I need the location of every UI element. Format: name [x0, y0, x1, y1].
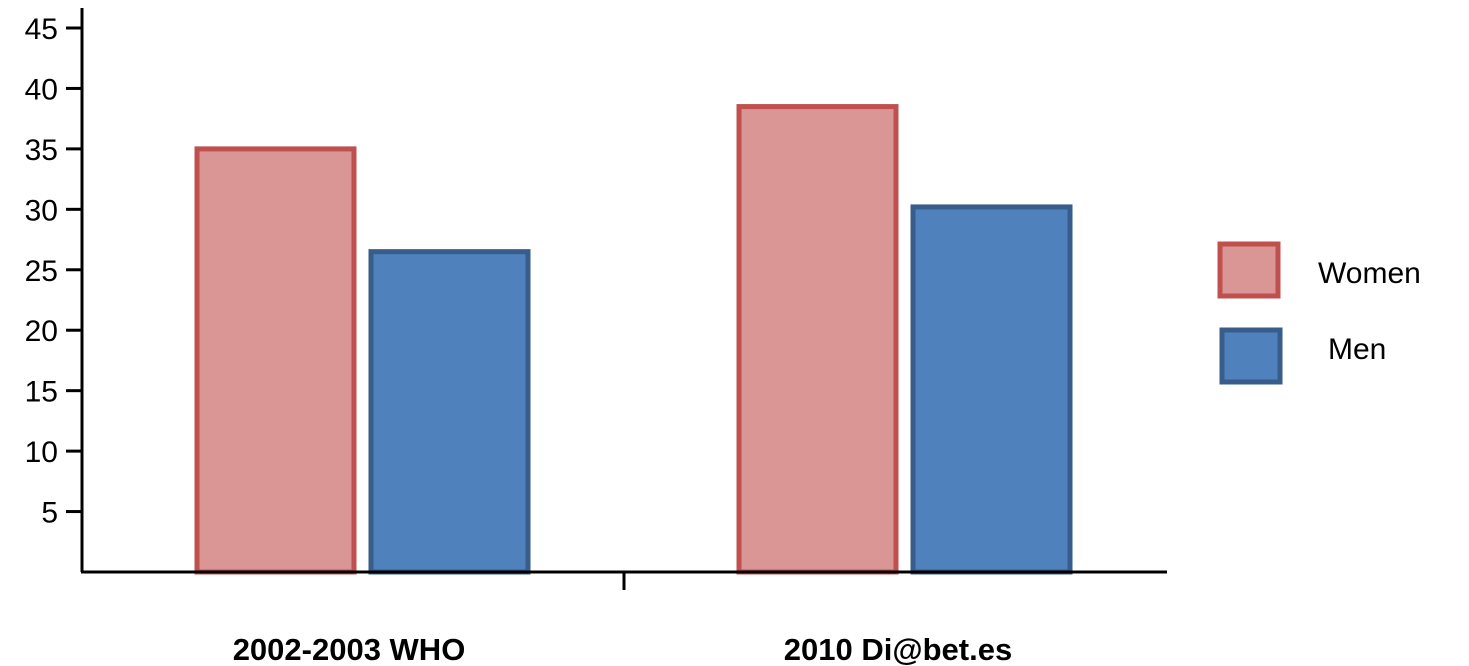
- y-axis-ticks: 5 10 15 20 25 30 35 40 45: [25, 13, 82, 530]
- category-labels: 2002-2003 WHO 2010 Di@bet.es: [233, 632, 1013, 666]
- legend-swatch-men: [1219, 327, 1283, 385]
- y-tick-label: 20: [25, 315, 58, 348]
- y-tick-label: 25: [25, 255, 58, 288]
- bar-women-2: [736, 104, 899, 575]
- bar-men-2: [910, 204, 1073, 575]
- x-tick-label: 2010 Di@bet.es: [784, 632, 1012, 666]
- y-tick-label: 30: [25, 194, 58, 227]
- legend-label-women: Women: [1318, 257, 1421, 290]
- legend: Women Men: [1217, 241, 1421, 385]
- x-tick-label: 2002-2003 WHO: [233, 632, 466, 666]
- bar-women-1: [194, 146, 357, 575]
- y-tick-label: 5: [41, 497, 58, 530]
- bars: [194, 104, 1073, 575]
- y-tick-label: 45: [25, 13, 58, 46]
- legend-swatch-women: [1217, 241, 1281, 299]
- y-tick-label: 15: [25, 376, 58, 409]
- y-tick-label: 40: [25, 73, 58, 106]
- legend-label-men: Men: [1328, 333, 1386, 366]
- y-tick-label: 10: [25, 436, 58, 469]
- bar-men-1: [368, 249, 531, 575]
- y-tick-label: 35: [25, 134, 58, 167]
